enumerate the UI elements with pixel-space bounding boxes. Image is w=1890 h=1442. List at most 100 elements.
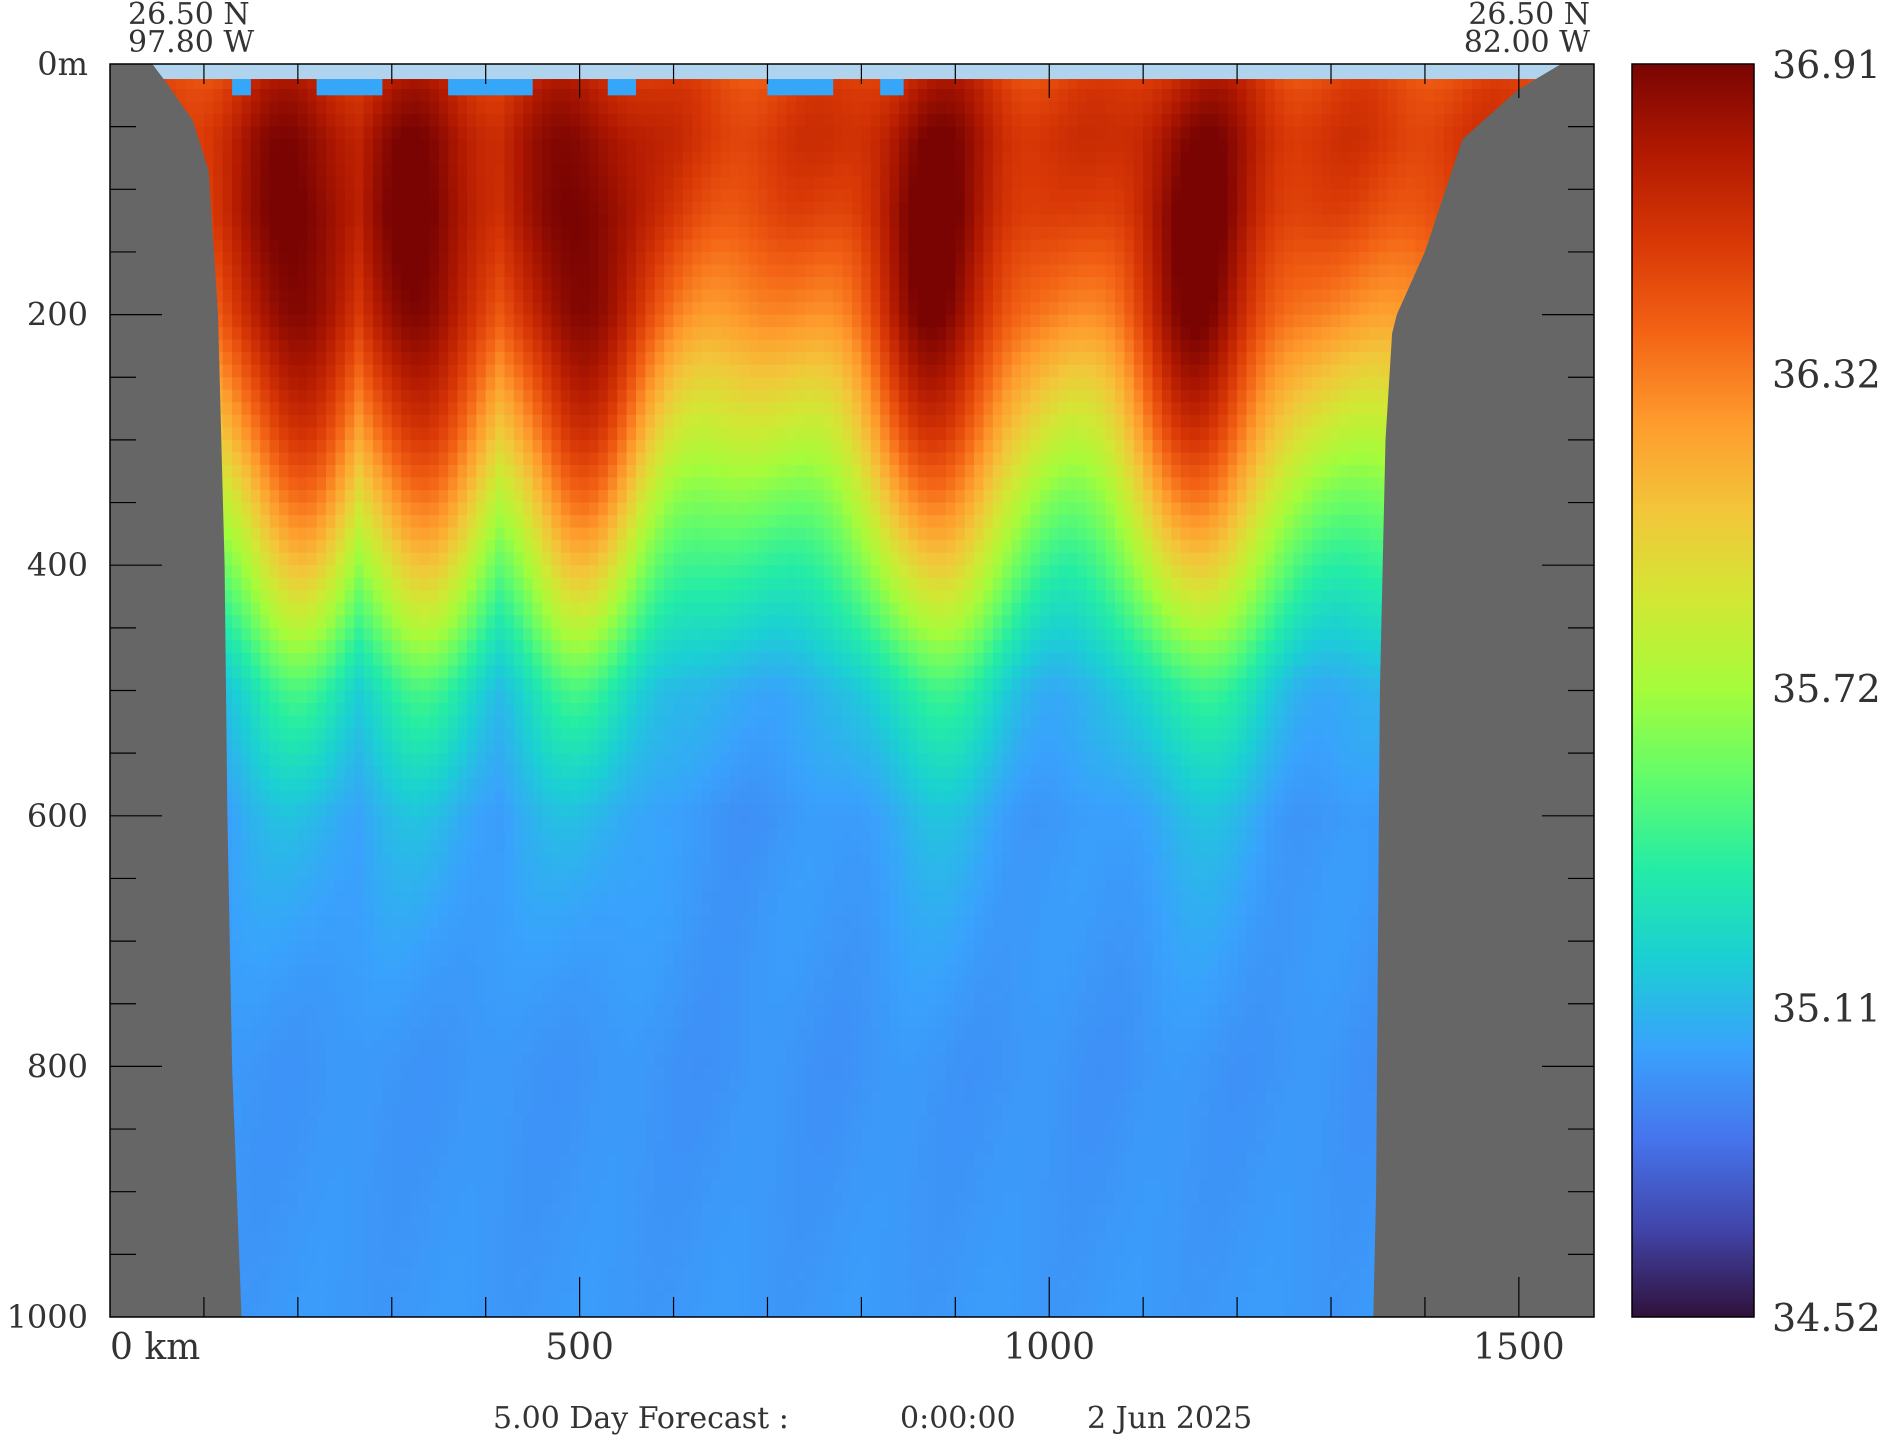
heatmap-cell (664, 89, 675, 103)
heatmap-cell (889, 151, 900, 165)
heatmap-cell (250, 402, 261, 416)
heatmap-cell (1368, 226, 1379, 241)
heatmap-cell (955, 76, 966, 90)
heatmap-cell (617, 239, 628, 253)
heatmap-cell (861, 226, 872, 241)
heatmap-cell (560, 139, 571, 153)
heatmap-cell (833, 427, 844, 441)
heatmap-cell (992, 214, 1003, 228)
heatmap-cell (1058, 427, 1069, 441)
heatmap-cell (1124, 226, 1135, 241)
heatmap-cell (692, 289, 703, 303)
heatmap-cell (1011, 114, 1022, 128)
heatmap-cell (1312, 277, 1323, 291)
heatmap-cell (955, 164, 966, 178)
heatmap-cell (288, 189, 299, 203)
heatmap-cell (842, 151, 853, 165)
heatmap-cell (542, 189, 553, 203)
heatmap-cell (1415, 151, 1426, 165)
heatmap-cell (1190, 427, 1201, 441)
heatmap-cell (297, 439, 308, 454)
heatmap-cell (673, 352, 684, 366)
heatmap-cell (692, 402, 703, 416)
heatmap-cell (410, 352, 421, 366)
heatmap-cell (504, 414, 515, 428)
heatmap-cell (635, 314, 646, 328)
heatmap-cell (326, 89, 337, 103)
heatmap-cell (1359, 214, 1370, 228)
heatmap-cell (795, 176, 806, 190)
heatmap-cell (1227, 189, 1238, 203)
heatmap-cell (1293, 439, 1304, 454)
heatmap-cell (880, 114, 891, 128)
heatmap-cell (363, 327, 374, 341)
heatmap-cell (701, 101, 712, 115)
heatmap-cell (1039, 414, 1050, 428)
heatmap-cell (297, 114, 308, 128)
heatmap-cell (1284, 126, 1295, 140)
heatmap-cell (664, 314, 675, 328)
heatmap-cell (1340, 339, 1351, 353)
heatmap-cell (1424, 201, 1435, 215)
heatmap-cell (419, 277, 430, 291)
heatmap-cell (617, 364, 628, 378)
heatmap-cell (917, 314, 928, 328)
heatmap-cell (1124, 214, 1135, 228)
heatmap-cell (1359, 402, 1370, 416)
heatmap-cell (288, 201, 299, 215)
heatmap-cell (1039, 352, 1050, 366)
heatmap-cell (589, 352, 599, 366)
heatmap-cell (992, 427, 1003, 441)
heatmap-cell (438, 364, 449, 378)
heatmap-cell (1208, 201, 1219, 215)
heatmap-cell (1368, 139, 1379, 153)
heatmap-cell (992, 126, 1003, 140)
heatmap-cell (279, 439, 290, 454)
heatmap-cell (852, 414, 862, 428)
heatmap-cell (579, 201, 590, 215)
heatmap-cell (232, 389, 243, 403)
heatmap-cell (1246, 164, 1257, 178)
heatmap-cell (682, 176, 693, 190)
heatmap-cell (992, 114, 1003, 128)
heatmap-cell (927, 101, 938, 115)
heatmap-cell (1293, 339, 1304, 353)
heatmap-cell (222, 214, 233, 228)
heatmap-cell (626, 214, 637, 228)
heatmap-cell (720, 126, 731, 140)
heatmap-cell (1058, 126, 1069, 140)
heatmap-cell (1208, 239, 1219, 253)
heatmap-cell (1265, 277, 1276, 291)
heatmap-cell (589, 214, 599, 228)
heatmap-cell (1058, 251, 1069, 266)
heatmap-cell (955, 214, 966, 228)
heatmap-cell (1161, 377, 1172, 391)
heatmap-cell (1030, 239, 1041, 253)
heatmap-cell (1049, 226, 1060, 241)
heatmap-cell (1002, 226, 1013, 241)
heatmap-cell (297, 189, 308, 203)
heatmap-cell (419, 452, 430, 466)
heatmap-cell (1086, 389, 1097, 403)
heatmap-cell (570, 289, 581, 303)
heatmap-cell (1077, 352, 1088, 366)
heatmap-cell (626, 427, 637, 441)
heatmap-cell (448, 364, 459, 378)
heatmap-cell (1039, 402, 1050, 416)
heatmap-cell (1368, 289, 1379, 303)
heatmap-cell (1199, 289, 1210, 303)
heatmap-cell (814, 89, 825, 103)
heatmap-cell (805, 114, 816, 128)
heatmap-cell (589, 201, 599, 215)
heatmap-cell (410, 151, 421, 165)
heatmap-cell (1114, 439, 1125, 454)
heatmap-cell (363, 427, 374, 441)
heatmap-cell (673, 314, 684, 328)
heatmap-cell (401, 176, 412, 190)
heatmap-cell (1415, 89, 1426, 103)
heatmap-cell (626, 126, 637, 140)
heatmap-cell (579, 402, 590, 416)
heatmap-cell (1152, 364, 1163, 378)
heatmap-cell (992, 314, 1003, 328)
heatmap-cell (579, 176, 590, 190)
